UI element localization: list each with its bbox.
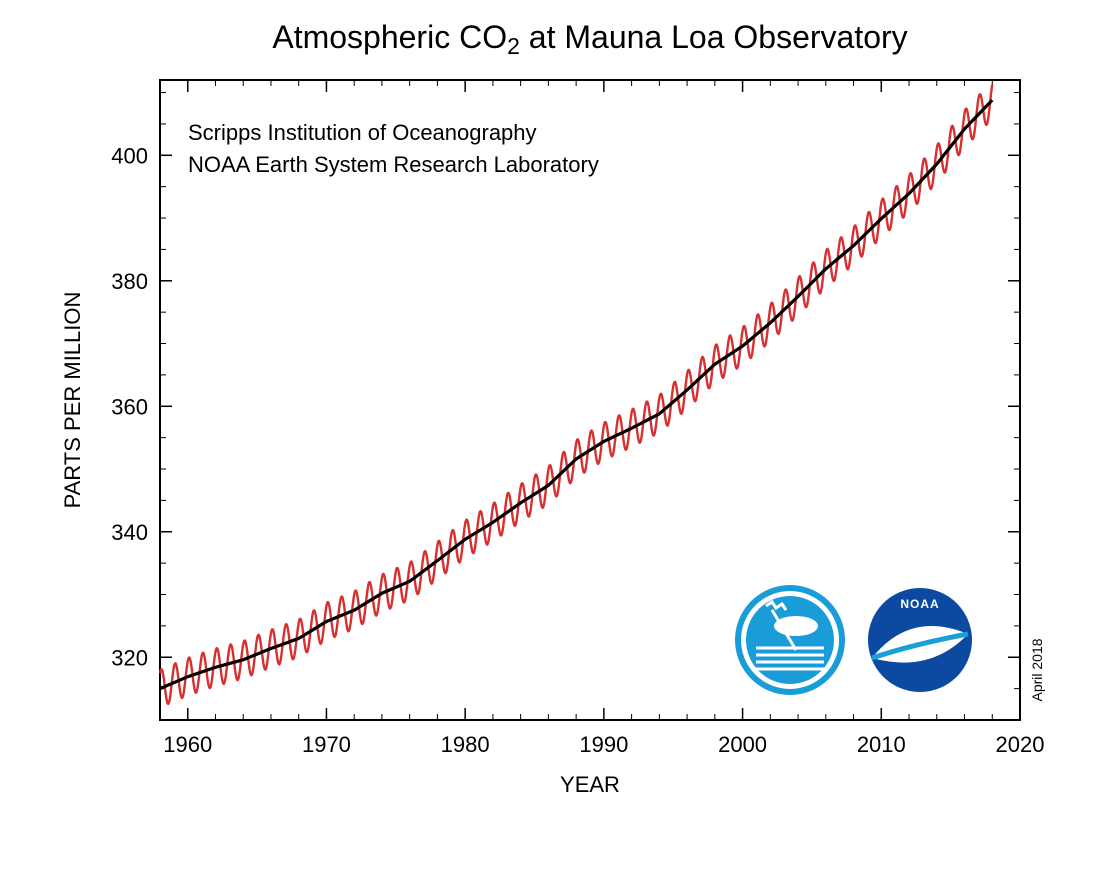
y-tick-label: 320 (111, 645, 148, 670)
x-tick-label: 2010 (857, 732, 906, 757)
x-tick-label: 1960 (163, 732, 212, 757)
y-tick-label: 340 (111, 520, 148, 545)
y-axis-label: PARTS PER MILLION (60, 292, 85, 509)
x-tick-label: 2020 (996, 732, 1045, 757)
svg-text:Atmospheric CO2 at Mauna Loa O: Atmospheric CO2 at Mauna Loa Observatory (272, 19, 907, 59)
x-tick-label: 1970 (302, 732, 351, 757)
date-label: April 2018 (1029, 638, 1045, 701)
x-axis-label: YEAR (560, 772, 620, 797)
y-tick-label: 400 (111, 143, 148, 168)
y-tick-label: 380 (111, 269, 148, 294)
svg-text:NOAA: NOAA (900, 597, 939, 611)
x-tick-label: 1990 (579, 732, 628, 757)
y-tick-label: 360 (111, 394, 148, 419)
x-tick-label: 1980 (441, 732, 490, 757)
chart-container: Atmospheric CO2 at Mauna Loa Observatory… (0, 0, 1120, 869)
chart-svg: Atmospheric CO2 at Mauna Loa Observatory… (0, 0, 1120, 869)
credit-line: Scripps Institution of Oceanography (188, 120, 537, 145)
x-tick-label: 2000 (718, 732, 767, 757)
scripps-logo-icon (738, 588, 842, 692)
noaa-logo-icon: NOAA (868, 588, 972, 692)
chart-title: Atmospheric CO2 at Mauna Loa Observatory (272, 19, 907, 59)
credit-line: NOAA Earth System Research Laboratory (188, 152, 599, 177)
